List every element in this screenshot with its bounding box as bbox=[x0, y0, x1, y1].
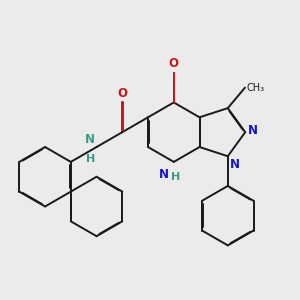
Text: H: H bbox=[171, 172, 180, 182]
Text: N: N bbox=[159, 168, 169, 181]
Text: O: O bbox=[117, 87, 127, 100]
Text: H: H bbox=[86, 154, 95, 164]
Text: N: N bbox=[230, 158, 240, 171]
Text: N: N bbox=[248, 124, 258, 137]
Text: CH₃: CH₃ bbox=[247, 82, 265, 93]
Text: O: O bbox=[169, 57, 179, 70]
Text: N: N bbox=[85, 133, 95, 146]
